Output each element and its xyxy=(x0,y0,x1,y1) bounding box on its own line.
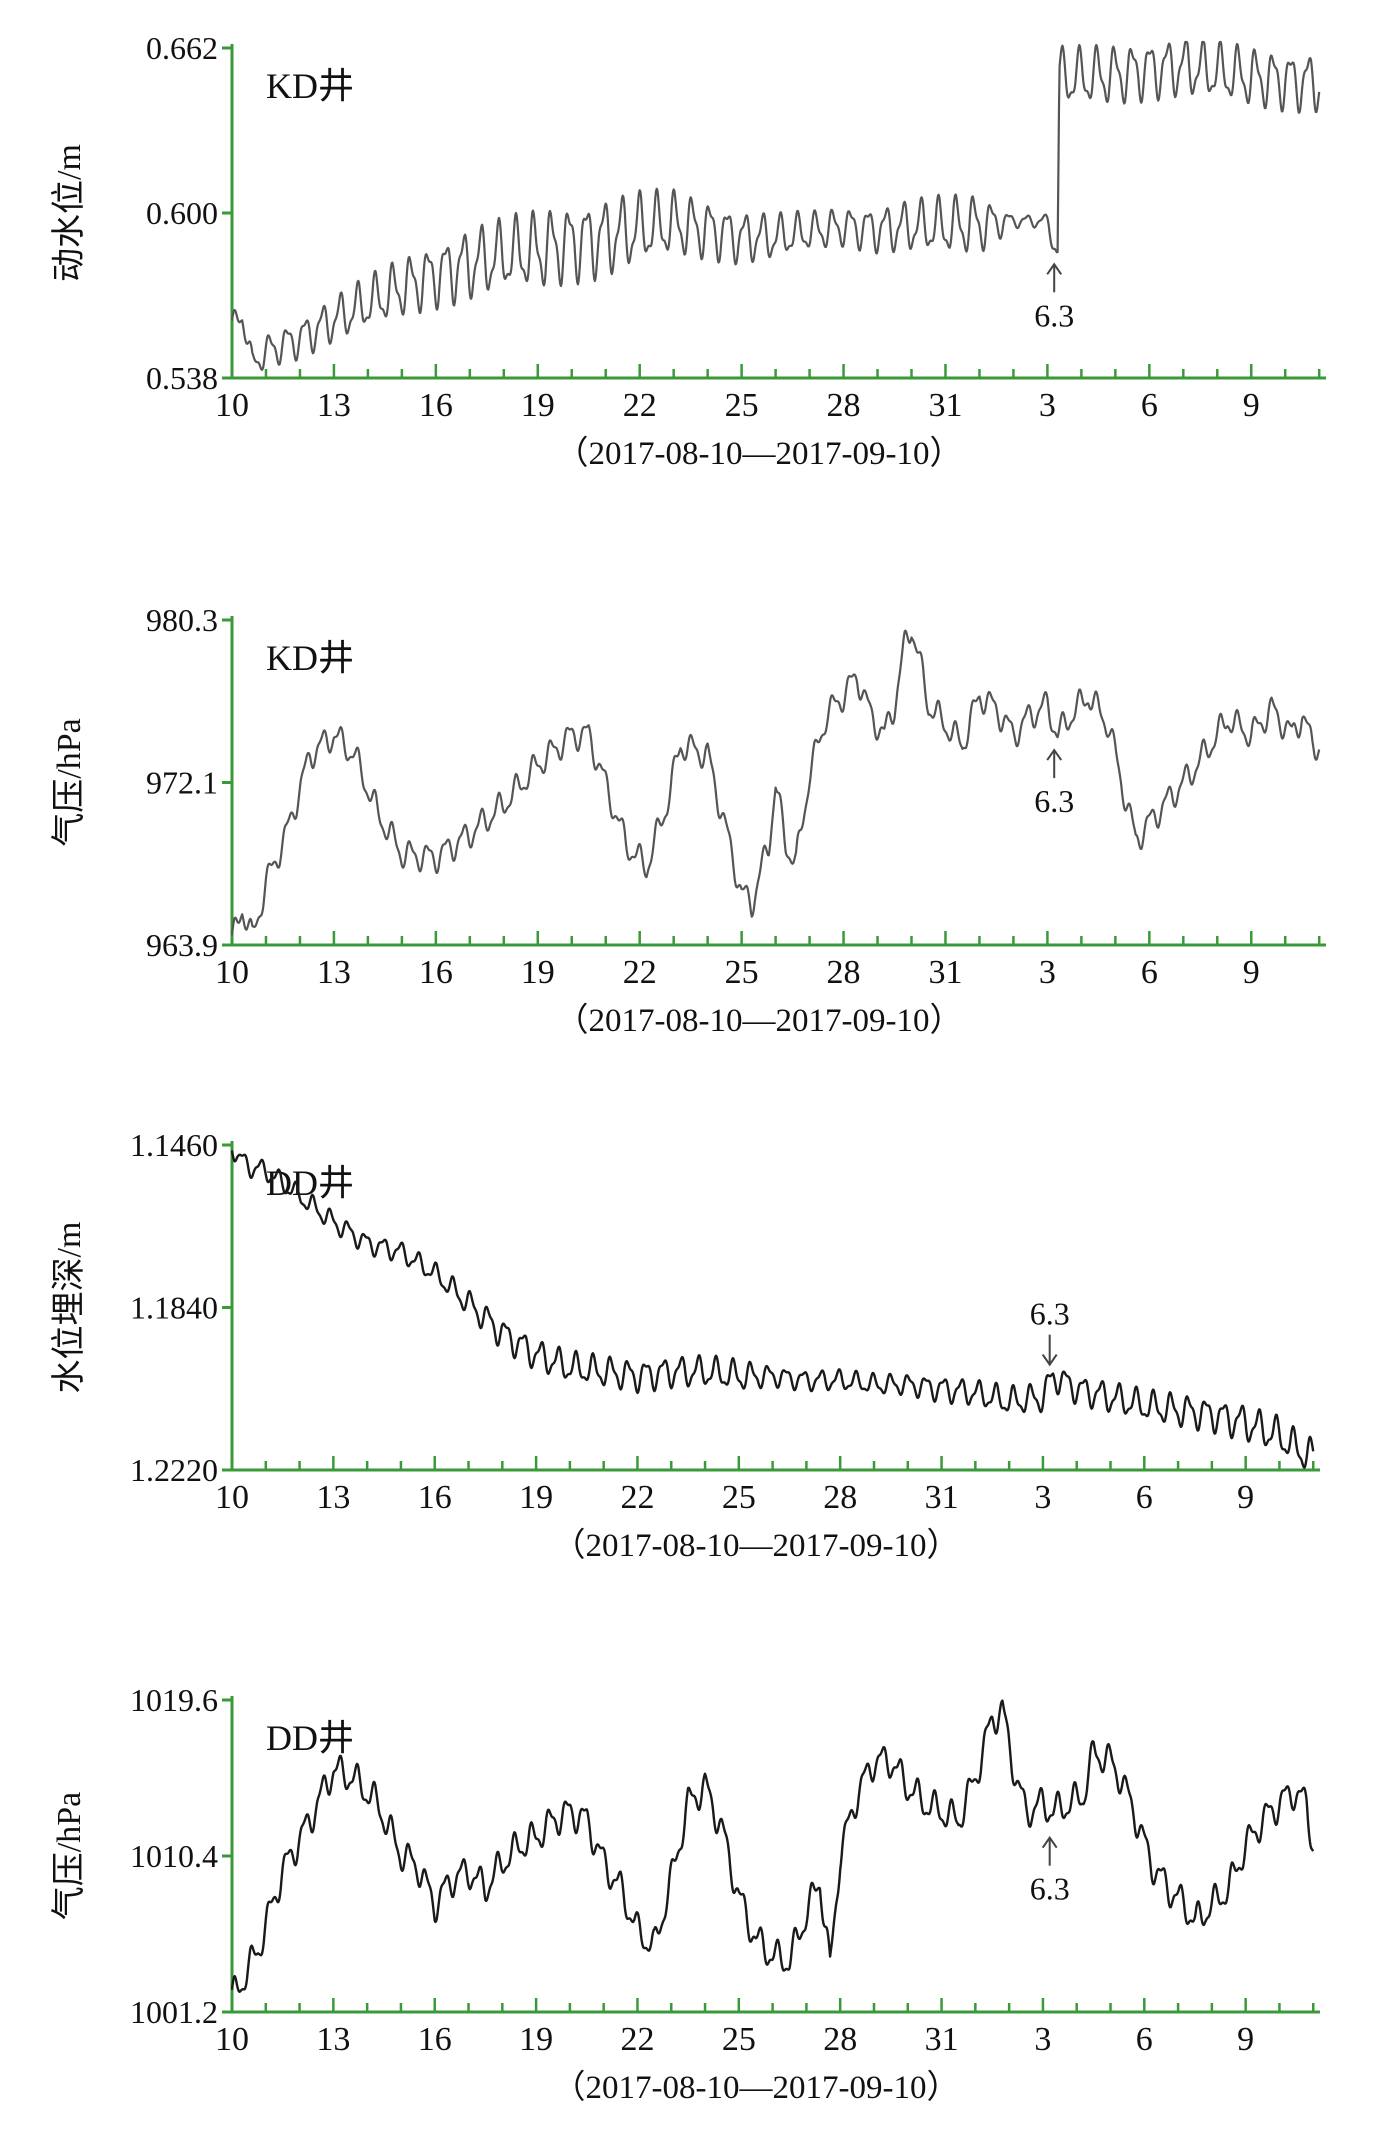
y-tick-label: 1010.4 xyxy=(130,1838,218,1874)
x-tick-label: 6 xyxy=(1136,1479,1153,1516)
x-tick-label: 19 xyxy=(521,387,555,424)
x-tick-label: 16 xyxy=(418,2021,452,2058)
y-axis-label: 气压/hPa xyxy=(50,718,88,846)
y-tick-label: 963.9 xyxy=(146,927,218,963)
well-label: DD井 xyxy=(266,1718,354,1758)
well-label: DD井 xyxy=(266,1163,354,1203)
x-tick-label: 13 xyxy=(316,2021,350,2058)
x-tick-label: 9 xyxy=(1243,387,1260,424)
x-tick-label: 3 xyxy=(1034,2021,1051,2058)
x-tick-label: 9 xyxy=(1243,954,1260,991)
well-label: KD井 xyxy=(266,66,354,106)
x-tick-label: 25 xyxy=(725,387,759,424)
x-tick-label: 31 xyxy=(928,954,962,991)
x-tick-label: 28 xyxy=(827,954,861,991)
x-tick-label: 25 xyxy=(722,2021,756,2058)
y-tick-label: 972.1 xyxy=(146,765,218,801)
x-tick-label: 9 xyxy=(1237,1479,1254,1516)
annotation-label: 6.3 xyxy=(1034,297,1074,333)
y-axis-label: 气压/hPa xyxy=(50,1792,88,1920)
annotation-arrowhead xyxy=(1041,1835,1058,1849)
y-tick-label: 1.2220 xyxy=(130,1452,218,1488)
x-tick-label: 6 xyxy=(1141,387,1158,424)
x-tick-label: 22 xyxy=(620,1479,654,1516)
x-tick-label: 10 xyxy=(215,387,249,424)
x-tick-label: 19 xyxy=(519,1479,553,1516)
y-tick-label: 1.1840 xyxy=(130,1290,218,1326)
x-tick-label: 31 xyxy=(925,2021,959,2058)
x-axis-label: （2017-08-10—2017-09-10） xyxy=(553,1528,960,1564)
x-tick-label: 10 xyxy=(215,2021,249,2058)
panel-kd-pressure: 980.3 972.1 963.910 13 16 19 22 25 28 31 3 6 9 （2017-… xyxy=(50,602,1326,1039)
y-tick-label: 1001.2 xyxy=(130,1994,218,2030)
annotation-arrowhead xyxy=(1046,748,1063,761)
x-tick-label: 10 xyxy=(215,1479,249,1516)
x-tick-label: 28 xyxy=(827,387,861,424)
x-tick-label: 19 xyxy=(519,2021,553,2058)
panel-dd-pressure: 1019.6 1010.4 1001.210 13 16 19 22 25 28 31 3 6 9 （20… xyxy=(50,1682,1320,2106)
series-line xyxy=(230,40,1321,371)
x-tick-label: 13 xyxy=(317,387,351,424)
x-axis-label: （2017-08-10—2017-09-10） xyxy=(556,436,963,472)
x-tick-label: 10 xyxy=(215,954,249,991)
x-axis-label: （2017-08-10—2017-09-10） xyxy=(556,1003,963,1039)
x-tick-label: 25 xyxy=(725,954,759,991)
y-tick-label: 0.600 xyxy=(146,195,218,231)
series-line xyxy=(230,1699,1315,1993)
x-tick-label: 3 xyxy=(1039,954,1056,991)
x-tick-label: 13 xyxy=(316,1479,350,1516)
x-tick-label: 31 xyxy=(928,387,962,424)
x-tick-label: 19 xyxy=(521,954,555,991)
y-tick-label: 1.1460 xyxy=(130,1127,218,1163)
y-tick-label: 0.538 xyxy=(146,360,218,396)
x-tick-label: 6 xyxy=(1136,2021,1153,2058)
series-line xyxy=(230,629,1321,936)
x-tick-label: 6 xyxy=(1141,954,1158,991)
y-axis-label: 水位埋深/m xyxy=(50,1222,88,1394)
x-tick-label: 25 xyxy=(722,1479,756,1516)
y-tick-label: 980.3 xyxy=(146,602,218,638)
y-tick-label: 0.662 xyxy=(146,30,218,66)
x-axis-label: （2017-08-10—2017-09-10） xyxy=(553,2070,960,2106)
annotation-arrowhead xyxy=(1046,262,1063,275)
x-tick-label: 22 xyxy=(620,2021,654,2058)
annotation-label: 6.3 xyxy=(1034,783,1074,819)
x-tick-label: 31 xyxy=(925,1479,959,1516)
x-tick-label: 28 xyxy=(823,2021,857,2058)
x-tick-label: 28 xyxy=(823,1479,857,1516)
x-tick-label: 9 xyxy=(1237,2021,1254,2058)
x-tick-label: 22 xyxy=(623,954,657,991)
annotation-label: 6.3 xyxy=(1030,1296,1070,1332)
y-axis-label: 动水位/m xyxy=(50,144,88,282)
x-tick-label: 16 xyxy=(419,387,453,424)
x-tick-label: 16 xyxy=(419,954,453,991)
annotation-arrowhead xyxy=(1041,1354,1058,1367)
y-tick-label: 1019.6 xyxy=(130,1682,218,1718)
x-tick-label: 13 xyxy=(317,954,351,991)
series-line xyxy=(230,1150,1315,1469)
x-tick-label: 22 xyxy=(623,387,657,424)
x-tick-label: 3 xyxy=(1039,387,1056,424)
annotation-label: 6.3 xyxy=(1030,1871,1070,1907)
x-tick-label: 16 xyxy=(418,1479,452,1516)
well-label: KD井 xyxy=(266,638,354,678)
x-tick-label: 3 xyxy=(1034,1479,1051,1516)
